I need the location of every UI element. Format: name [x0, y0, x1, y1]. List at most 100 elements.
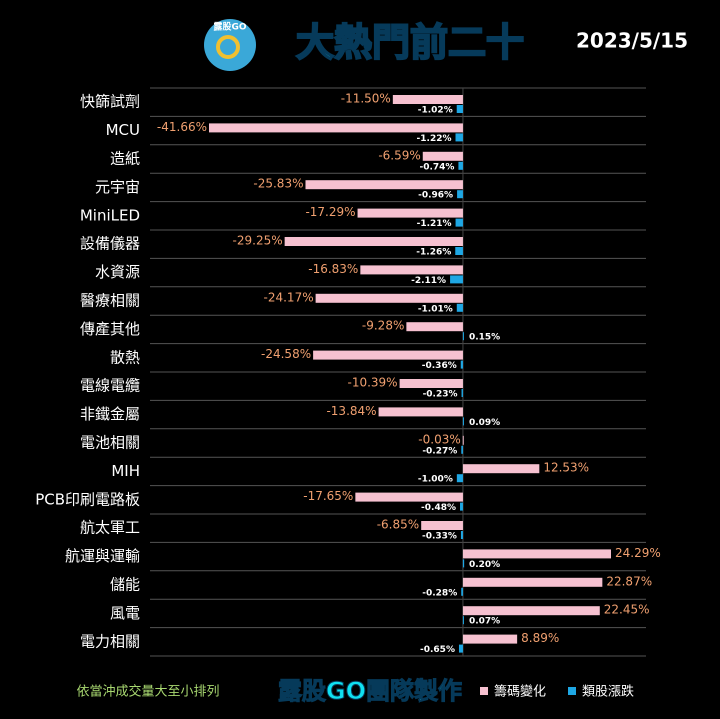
category-label: 電力相關: [80, 632, 140, 650]
category-label: 水資源: [95, 263, 140, 281]
sector-label: 0.09%: [469, 418, 500, 428]
sector-bar: [456, 303, 463, 312]
sector-label: 0.20%: [469, 560, 500, 570]
sector-bar: [462, 332, 464, 341]
sector-label: 0.07%: [469, 617, 500, 627]
category-label: 造紙: [110, 150, 140, 168]
chip-bar: [209, 123, 463, 133]
chip-bar: [462, 435, 464, 445]
chip-bar: [462, 634, 518, 644]
chip-label: -17.65%: [303, 489, 353, 503]
chip-bar: [462, 464, 540, 474]
sector-label: 0.15%: [469, 333, 500, 343]
sector-bar: [450, 275, 463, 284]
chip-bar: [360, 265, 463, 275]
sector-label: -0.28%: [422, 588, 457, 598]
sector-label: -0.27%: [422, 446, 457, 456]
chip-label: -24.17%: [264, 290, 314, 304]
category-label: 電池相關: [80, 434, 140, 452]
sector-label: -0.74%: [419, 162, 454, 172]
chip-bar: [462, 577, 603, 587]
chip-label: -17.29%: [305, 205, 355, 219]
credit: 露股GO團隊製作: [278, 677, 462, 705]
category-label: 設備儀器: [80, 235, 140, 253]
sector-label: -1.02%: [418, 106, 453, 116]
chip-label: 22.45%: [604, 603, 650, 617]
sector-label: -0.33%: [422, 532, 457, 542]
chip-bar: [378, 407, 463, 417]
sector-bar: [458, 644, 463, 653]
chip-bar: [421, 521, 463, 530]
category-label: PCB印刷電路板: [35, 490, 140, 508]
sector-bar: [460, 531, 463, 539]
sector-label: -1.21%: [417, 219, 452, 229]
category-label: 航太軍工: [80, 519, 140, 537]
chip-bar: [422, 151, 463, 161]
sector-label: -1.00%: [418, 475, 453, 485]
chip-label: -25.83%: [253, 177, 303, 191]
category-label: 風電: [110, 604, 140, 622]
chip-bar: [305, 180, 463, 190]
chip-label: 22.87%: [606, 574, 652, 588]
chip-bar: [462, 549, 611, 559]
chip-label: -29.25%: [233, 234, 283, 248]
sector-label: -2.11%: [411, 276, 446, 286]
chip-bar: [315, 293, 463, 303]
category-label: 醫療相關: [80, 292, 140, 310]
chip-bar: [284, 237, 463, 246]
category-label: 散熱: [110, 348, 140, 366]
sector-bar: [460, 360, 463, 369]
sector-bar: [461, 587, 463, 596]
chip-label: -6.85%: [377, 518, 419, 532]
sector-label: -1.26%: [416, 248, 451, 258]
date: 2023/5/15: [576, 29, 688, 53]
sector-label: -1.01%: [418, 304, 453, 314]
chip-label: 8.89%: [521, 631, 559, 645]
sector-bar: [460, 502, 463, 511]
legend-label: 類股漲跌: [582, 684, 634, 700]
category-label: 元宇宙: [95, 178, 140, 196]
category-label: 電線電纜: [80, 377, 140, 395]
sector-label: -0.96%: [418, 191, 453, 201]
chip-bar: [313, 350, 463, 360]
legend-label: 籌碼變化: [494, 684, 546, 700]
sector-bar: [456, 105, 463, 113]
sector-bar: [461, 389, 463, 397]
sector-label: -0.48%: [421, 503, 456, 513]
sector-label: -0.23%: [423, 390, 458, 400]
chip-label: -6.59%: [378, 148, 420, 162]
sector-bar: [455, 133, 463, 142]
sector-label: -0.65%: [420, 645, 455, 655]
logo: [204, 19, 256, 71]
legend-swatch: [480, 687, 488, 695]
chip-label: -10.39%: [348, 376, 398, 390]
category-label: 傳產其他: [80, 320, 140, 338]
sector-bar: [457, 190, 463, 199]
category-label: MiniLED: [80, 206, 140, 224]
chip-label: -16.83%: [308, 262, 358, 276]
sector-bar: [456, 474, 463, 483]
sector-bar: [462, 616, 464, 625]
sector-bar: [458, 161, 463, 170]
sector-bar: [455, 247, 463, 255]
chip-label: -13.84%: [326, 404, 376, 418]
sector-label: -1.22%: [417, 134, 452, 144]
chip-bar: [399, 379, 463, 388]
chart-title: 大熱門前二十: [296, 21, 524, 65]
category-label: 非鐵金屬: [80, 405, 140, 423]
chip-bar: [406, 322, 463, 332]
logo-text: 露股GO: [213, 22, 246, 33]
chip-label: -0.03%: [418, 432, 460, 446]
sector-bar: [455, 218, 463, 227]
sector-bar: [462, 559, 465, 568]
sector-label: -0.36%: [422, 361, 457, 371]
chip-bar: [355, 492, 463, 502]
sector-bar: [462, 417, 464, 426]
legend-swatch: [568, 687, 576, 695]
chip-bar: [392, 95, 463, 104]
chip-label: -24.58%: [261, 347, 311, 361]
logo-lens: [216, 35, 240, 59]
category-label: 儲能: [110, 576, 140, 594]
category-label: 快篩試劑: [80, 93, 140, 111]
